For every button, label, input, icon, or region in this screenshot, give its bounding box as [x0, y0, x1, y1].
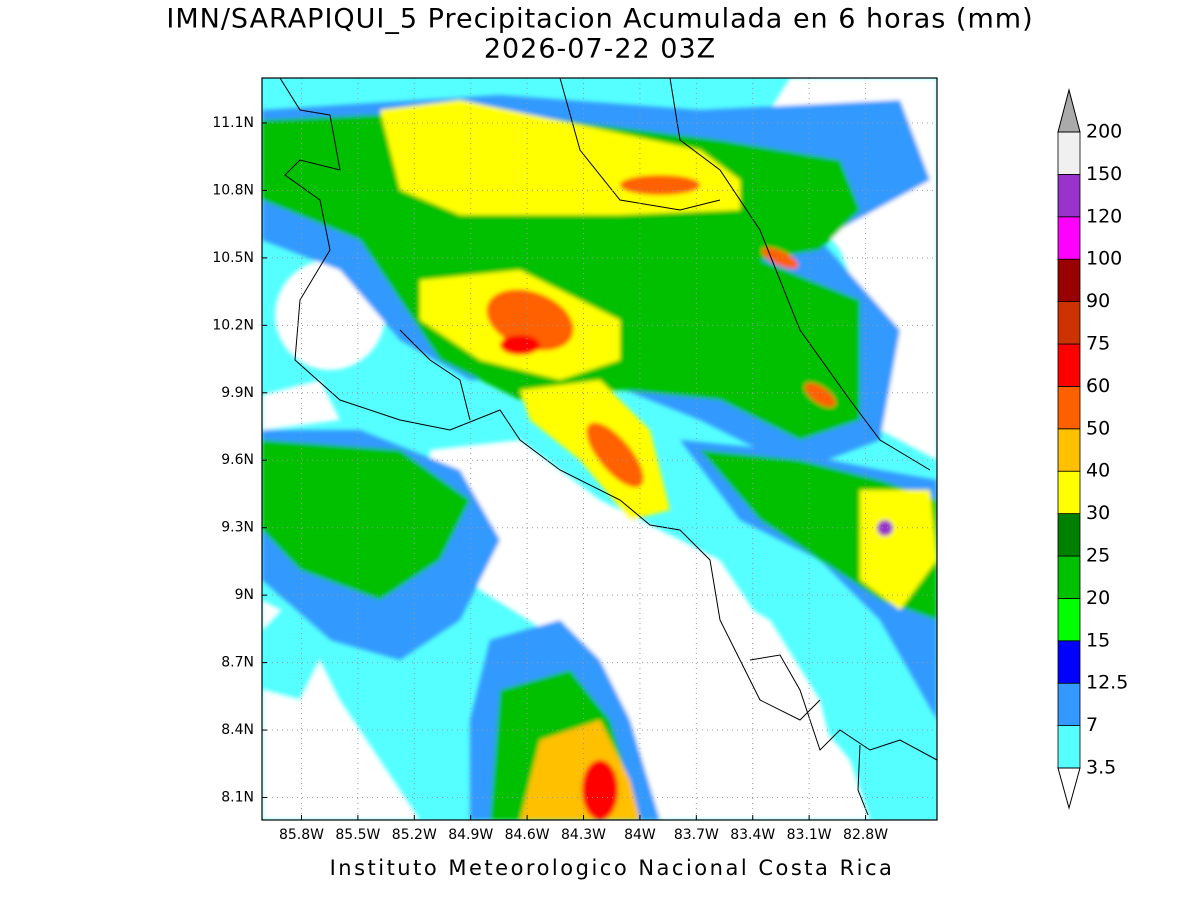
colorbar: 3.5 7 12.5 15 20 25 30 40 50 60 75 90 100 120 150 200	[1057, 88, 1128, 810]
colorbar-over	[1057, 88, 1081, 133]
colorbar-label: 20	[1086, 587, 1110, 609]
y-tick-label: 10.2N	[212, 317, 254, 333]
title: IMN/SARAPIQUI_5 Precipitacion Acumulada …	[166, 4, 1033, 35]
x-tick-label: 82.8W	[843, 827, 888, 843]
y-tick-label: 8.4N	[221, 722, 254, 738]
colorbar-segment	[1057, 301, 1081, 345]
colorbar-label: 120	[1086, 205, 1122, 227]
colorbar-label: 60	[1086, 375, 1110, 397]
colorbar-segment	[1057, 131, 1081, 175]
colorbar-segment	[1057, 725, 1081, 769]
colorbar-segment	[1057, 216, 1081, 260]
y-tick-label: 9.9N	[221, 385, 254, 401]
x-tick-label: 83.4W	[730, 827, 775, 843]
colorbar-label: 75	[1086, 333, 1110, 355]
colorbar-label: 12.5	[1086, 672, 1128, 694]
coastlines	[279, 78, 937, 816]
y-tick-label: 8.7N	[221, 655, 254, 671]
colorbar-label: 150	[1086, 163, 1122, 185]
colorbar-segment	[1057, 555, 1081, 599]
x-tick-label: 85.2W	[392, 827, 437, 843]
footer: Instituto Meteorologico Nacional Costa R…	[330, 856, 895, 880]
colorbar-label: 7	[1086, 714, 1098, 736]
colorbar-segment	[1057, 173, 1081, 218]
x-tick-label: 84.3W	[561, 827, 606, 843]
colorbar-label: 30	[1086, 502, 1110, 524]
x-tick-label: 83.1W	[787, 827, 832, 843]
grid: 11.1N 10.8N 10.5N 10.2N 9.9N 9.6N 9.3N 9N 8.7N 8.…	[212, 78, 937, 843]
map-frame	[261, 77, 938, 821]
y-tick-label: 10.5N	[212, 250, 254, 266]
subtitle: 2026-07-22 03Z	[484, 34, 716, 65]
colorbar-label: 100	[1086, 248, 1122, 270]
precip-field	[262, 78, 937, 820]
y-tick-label: 11.1N	[212, 115, 254, 131]
x-tick-label: 84W	[624, 827, 656, 843]
colorbar-segment	[1057, 640, 1081, 684]
colorbar-segment	[1057, 258, 1081, 303]
colorbar-segment	[1057, 682, 1081, 727]
colorbar-label: 3.5	[1086, 757, 1116, 779]
y-tick-label: 10.8N	[212, 182, 254, 198]
y-tick-label: 9.3N	[221, 520, 254, 536]
colorbar-label: 50	[1086, 417, 1110, 439]
colorbar-segment	[1057, 598, 1081, 642]
x-tick-label: 85.8W	[279, 827, 324, 843]
y-tick-label: 8.1N	[221, 790, 254, 806]
colorbar-under	[1057, 767, 1081, 810]
y-tick-label: 9N	[235, 587, 254, 603]
x-tick-label: 83.7W	[674, 827, 719, 843]
x-tick-label: 85.5W	[335, 827, 380, 843]
colorbar-label: 25	[1086, 545, 1110, 567]
y-tick-label: 9.6N	[221, 452, 254, 468]
colorbar-label: 15	[1086, 629, 1110, 651]
colorbar-segment	[1057, 428, 1081, 472]
colorbar-segment	[1057, 470, 1081, 515]
colorbar-label: 40	[1086, 460, 1110, 482]
x-tick-label: 84.6W	[505, 827, 550, 843]
colorbar-segment	[1057, 343, 1081, 387]
colorbar-segment	[1057, 385, 1081, 430]
colorbar-segment	[1057, 513, 1081, 557]
colorbar-label: 200	[1086, 121, 1122, 143]
colorbar-label: 90	[1086, 290, 1110, 312]
x-tick-label: 84.9W	[448, 827, 493, 843]
